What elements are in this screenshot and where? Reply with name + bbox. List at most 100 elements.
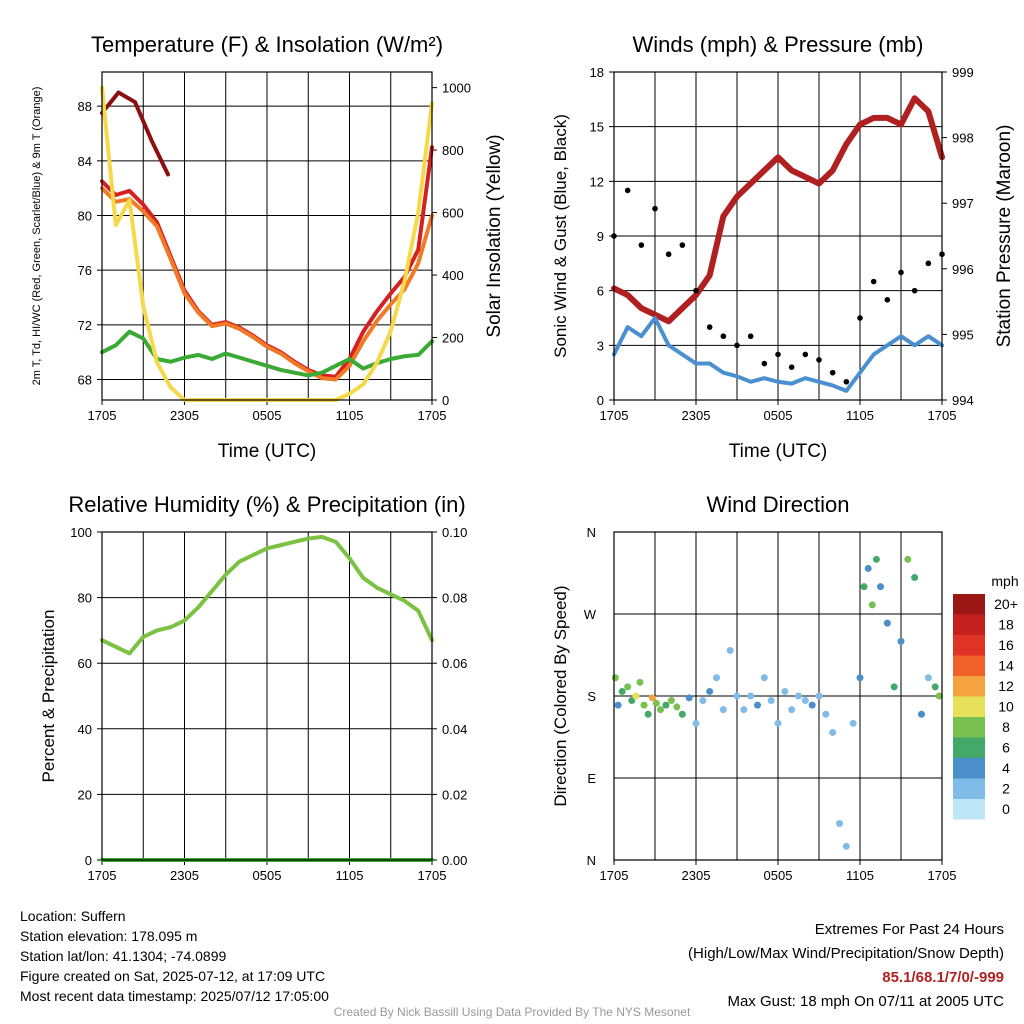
y-tick-label: 84 [78,154,92,169]
latlon-text: Station lat/lon: 41.1304; -74.0899 [20,948,227,964]
created-text: Figure created on Sat, 2025-07-12, at 17… [20,968,326,984]
y-tick-label: N [587,525,596,540]
legend-swatch [953,696,985,717]
series-line-2 [100,186,434,382]
direction-point [931,683,939,691]
elevation-text: Station elevation: 178.095 m [20,928,198,944]
chart-title: Wind Direction [706,492,849,517]
x-tick-label: 1105 [846,868,874,883]
figure: Temperature (F) & Insolation (W/m²)68727… [31,32,1019,883]
legend-swatch [953,758,985,779]
gust-point [816,357,822,363]
direction-point [911,574,919,582]
direction-point [644,710,652,718]
y-axis-label-left: Sonic Wind & Gust (Blue, Black) [551,114,570,358]
direction-point [632,692,640,700]
gust-point [802,351,809,358]
extremes-panel: Extremes For Past 24 Hours (High/Low/Max… [688,918,1004,1014]
direction-point [849,719,857,727]
plot-frame [613,531,943,861]
extremes-values: 85.1/68.1/7/0/-999 [882,969,1004,986]
direction-point [918,710,925,718]
direction-point [685,694,693,702]
direction-point [740,706,748,714]
x-tick-label: 0505 [764,868,793,883]
x-tick-label: 0505 [253,408,282,423]
direction-point [897,637,905,645]
y-tick-label-right: 994 [952,393,974,408]
direction-point [719,706,727,714]
gust-point [652,205,658,212]
y-tick-label: 18 [590,65,604,80]
gust-point [898,269,904,276]
y-tick-label-right: 800 [442,143,464,158]
legend-label: 6 [1002,740,1010,756]
direction-point [860,583,868,591]
legend-swatch [953,635,985,656]
direction-point [788,706,796,714]
y-tick-label: 80 [78,209,92,224]
x-tick-label: 2305 [682,868,711,883]
legend-label: 2 [1002,781,1010,797]
y-tick-label-right: 400 [442,268,464,283]
direction-point [662,701,670,709]
x-tick-label: 1705 [600,868,629,883]
y-axis-label-left: 2m T, Td, HI/WC (Red, Green, Scarlet/Blu… [31,87,43,386]
gust-point [665,251,672,258]
direction-point [640,701,648,709]
direction-point [842,842,850,850]
y-tick-label: 60 [78,656,92,671]
y-tick-label-right: 995 [952,327,974,342]
y-tick-label-right: 996 [952,262,974,277]
x-tick-label: 1705 [418,868,447,883]
y-tick-label-right: 999 [952,65,974,80]
direction-point [767,697,775,705]
legend-label: 10 [998,699,1014,715]
legend-swatch [953,717,985,738]
y-tick-label-right: 0 [442,393,449,408]
y-tick-label: 12 [590,174,604,189]
legend-swatch [953,778,985,799]
y-tick-label: 68 [78,373,92,388]
legend-label: 0 [1002,801,1010,817]
x-tick-label: 1705 [88,408,117,423]
y-tick-label-right: 0.04 [442,722,467,737]
direction-point [868,601,876,609]
max-gust-text: Max Gust: 18 mph On 07/11 at 2005 UTC [727,993,1004,1010]
gust-point [870,278,877,285]
direction-point [614,701,622,709]
direction-point [692,719,700,727]
y-tick-label: 0 [85,853,92,868]
x-tick-label: 1105 [336,868,364,883]
series-line-1 [100,534,434,656]
gust-point [706,324,713,330]
chart-panel-2: Winds (mph) & Pressure (mb) 0 3 6 9 12 15 18 994… [551,32,1015,462]
y-axis-label-left: Direction (Colored By Speed) [551,585,570,806]
direction-point [667,697,675,705]
legend-title: mph [991,573,1018,589]
chart-title: Relative Humidity (%) & Precipitation (i… [68,492,465,517]
y-axis-label-right: Station Pressure (Maroon) [994,125,1015,348]
plot-frame [101,71,433,401]
y-tick-label: 0 [597,393,604,408]
direction-point [699,697,707,705]
gust-point [775,351,781,358]
y-tick-label: 76 [78,263,92,278]
legend-label: 14 [998,658,1014,674]
y-axis-label-right: Solar Insolation (Yellow) [484,134,505,337]
direction-point [801,697,809,705]
gust-point [734,342,740,349]
direction-point [656,706,664,714]
direction-point [924,674,932,682]
direction-point [726,646,734,654]
y-tick-label-right: 200 [442,331,464,346]
direction-point [836,820,843,828]
series-line-3 [100,90,170,177]
direction-point [678,710,686,718]
x-tick-label: 1105 [846,408,874,423]
x-axis-label: Time (UTC) [729,441,828,462]
plot-frame [101,531,433,861]
direction-point [754,701,761,709]
legend-label: 12 [998,678,1014,694]
direction-point [611,674,619,682]
